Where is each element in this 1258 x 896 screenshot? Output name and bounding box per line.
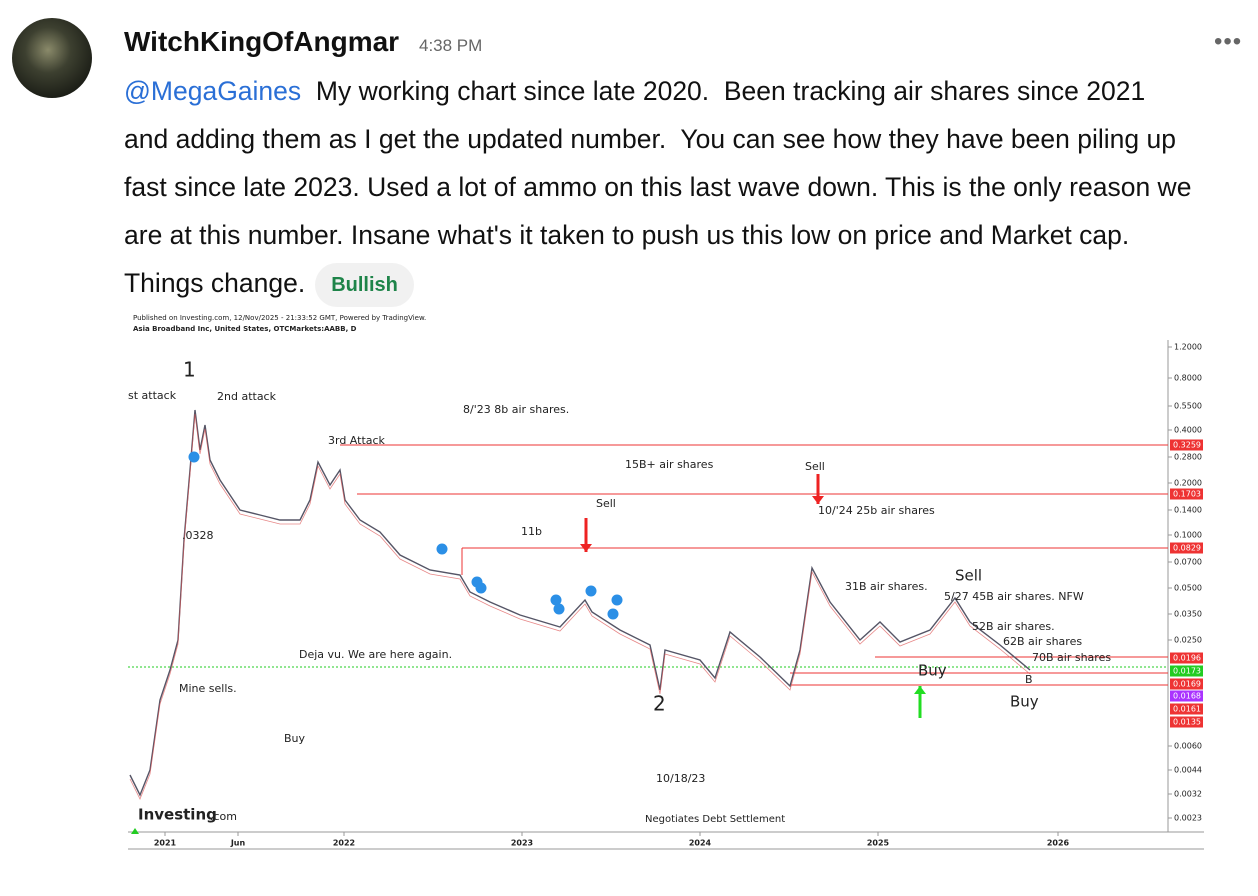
chart-annotation: 8/'23 8b air shares. [463, 403, 569, 416]
p-marker [611, 594, 623, 606]
chart-annotation: Negotiates Debt Settlement [645, 814, 785, 825]
timestamp: 4:38 PM [419, 36, 483, 55]
y-axis-label: 0.1400 [1174, 506, 1202, 515]
chart-annotation: 2nd attack [217, 390, 277, 403]
p-marker [553, 603, 565, 615]
price-tag [1170, 703, 1203, 715]
x-axis-label: 2021 [154, 839, 177, 848]
y-axis-label: 0.5500 [1174, 402, 1202, 411]
chart-annotation: Deja vu. We are here again. [299, 648, 452, 661]
price-tag [1170, 678, 1203, 690]
price-tag [1170, 542, 1203, 554]
y-axis-label: 1.2000 [1174, 343, 1202, 352]
chart-annotation: 31B air shares. [845, 580, 928, 593]
y-axis-label: 0.0500 [1174, 584, 1202, 593]
price-tag [1170, 690, 1203, 702]
logo: Investing [138, 806, 217, 824]
x-axis-label: 2023 [511, 839, 533, 848]
more-menu[interactable]: ••• [1214, 28, 1243, 55]
chart-annotation: 70B air shares [1032, 651, 1111, 664]
x-axis-label: 2024 [689, 839, 712, 848]
chart-annotation: Buy [1010, 693, 1039, 711]
mention[interactable]: @MegaGaines [124, 76, 302, 106]
chart-annotation: Sell [955, 567, 982, 585]
chart-header: Published on Investing.com, 12/Nov/2025 … [133, 314, 426, 322]
y-axis-label: 0.0250 [1174, 636, 1202, 645]
chart-annotation: Mine sells. [179, 682, 237, 695]
chart-annotation: 52B air shares. [972, 620, 1055, 633]
p-marker [585, 585, 597, 597]
p-marker [550, 594, 562, 606]
price-tag [1170, 652, 1203, 664]
price-line [129, 409, 1031, 797]
price-tag-label: 0.0161 [1173, 705, 1201, 714]
logo-suffix: .com [210, 810, 237, 823]
price-tag [1170, 439, 1203, 451]
y-axis-label: 0.1000 [1174, 531, 1202, 540]
chart-annotation: 10/18/23 [656, 772, 705, 785]
chart-annotation: 11b [521, 525, 542, 538]
chart-annotation: 5/27 45B air shares. NFW [944, 590, 1084, 603]
chart-annotation: Sell [596, 497, 616, 510]
y-axis-label: 0.0060 [1174, 742, 1202, 751]
arrow-head [914, 686, 926, 694]
y-axis-label: 0.2000 [1174, 479, 1202, 488]
price-tag-label: 0.3259 [1173, 441, 1201, 450]
chart-annotation: .0328 [182, 529, 214, 542]
price-tag [1170, 716, 1203, 728]
chart-background [128, 312, 1206, 852]
y-axis-label: 0.0023 [1174, 814, 1202, 823]
chart-annotation: 10/'24 25b air shares [818, 504, 935, 517]
price-tag-label: 0.0169 [1173, 680, 1201, 689]
p-marker [188, 451, 200, 463]
post-text: My working chart since late 2020. Been t… [124, 76, 1199, 298]
price-tag [1170, 665, 1203, 677]
y-axis-label: 0.8000 [1174, 374, 1202, 383]
chart-annotation: 1 [183, 358, 196, 382]
chart-annotation: st attack [128, 389, 177, 402]
y-axis-label: 0.0032 [1174, 790, 1202, 799]
arrow-head [812, 496, 824, 504]
chart-annotation: 3rd Attack [328, 434, 386, 447]
chart-annotation: Sell [805, 460, 825, 473]
chart-annotation: 15B+ air shares [625, 458, 714, 471]
y-axis-label: 0.0044 [1174, 766, 1202, 775]
y-axis-label: 0.2800 [1174, 453, 1202, 462]
username[interactable]: WitchKingOfAngmar [124, 26, 400, 57]
p-marker [607, 608, 619, 620]
price-tag-label: 0.0196 [1173, 654, 1201, 663]
price-tag [1170, 488, 1203, 500]
price-tag-label: 0.0135 [1173, 718, 1201, 727]
price-tag-label: 0.0173 [1173, 667, 1201, 676]
post-body: @MegaGaines My working chart since late … [124, 67, 1194, 307]
x-axis-label: 2026 [1047, 839, 1070, 848]
y-axis-label: 0.4000 [1174, 426, 1202, 435]
p-marker [475, 582, 487, 594]
chart-annotation: B [1025, 673, 1033, 686]
price-tag-label: 0.1703 [1173, 490, 1201, 499]
price-tag-label: 0.0829 [1173, 544, 1201, 553]
chart-annotation: Buy [918, 662, 947, 680]
chart-annotation: Buy [284, 732, 306, 745]
y-axis-label: 0.0700 [1174, 558, 1202, 567]
chart-header: Asia Broadband Inc, United States, OTCMa… [133, 325, 357, 333]
start-marker [131, 828, 139, 834]
chart-annotation: 62B air shares [1003, 635, 1082, 648]
x-axis-label: 2025 [867, 839, 890, 848]
x-axis-label: Jun [230, 839, 246, 848]
p-marker [436, 543, 448, 555]
sentiment-tag: Bullish [315, 263, 414, 307]
price-tag-label: 0.0168 [1173, 692, 1201, 701]
y-axis-label: 0.0350 [1174, 610, 1202, 619]
chart-annotation: 2 [653, 692, 666, 716]
moving-average [129, 413, 1031, 800]
x-axis-label: 2022 [333, 839, 355, 848]
arrow-head [580, 544, 592, 552]
avatar[interactable] [12, 18, 92, 98]
